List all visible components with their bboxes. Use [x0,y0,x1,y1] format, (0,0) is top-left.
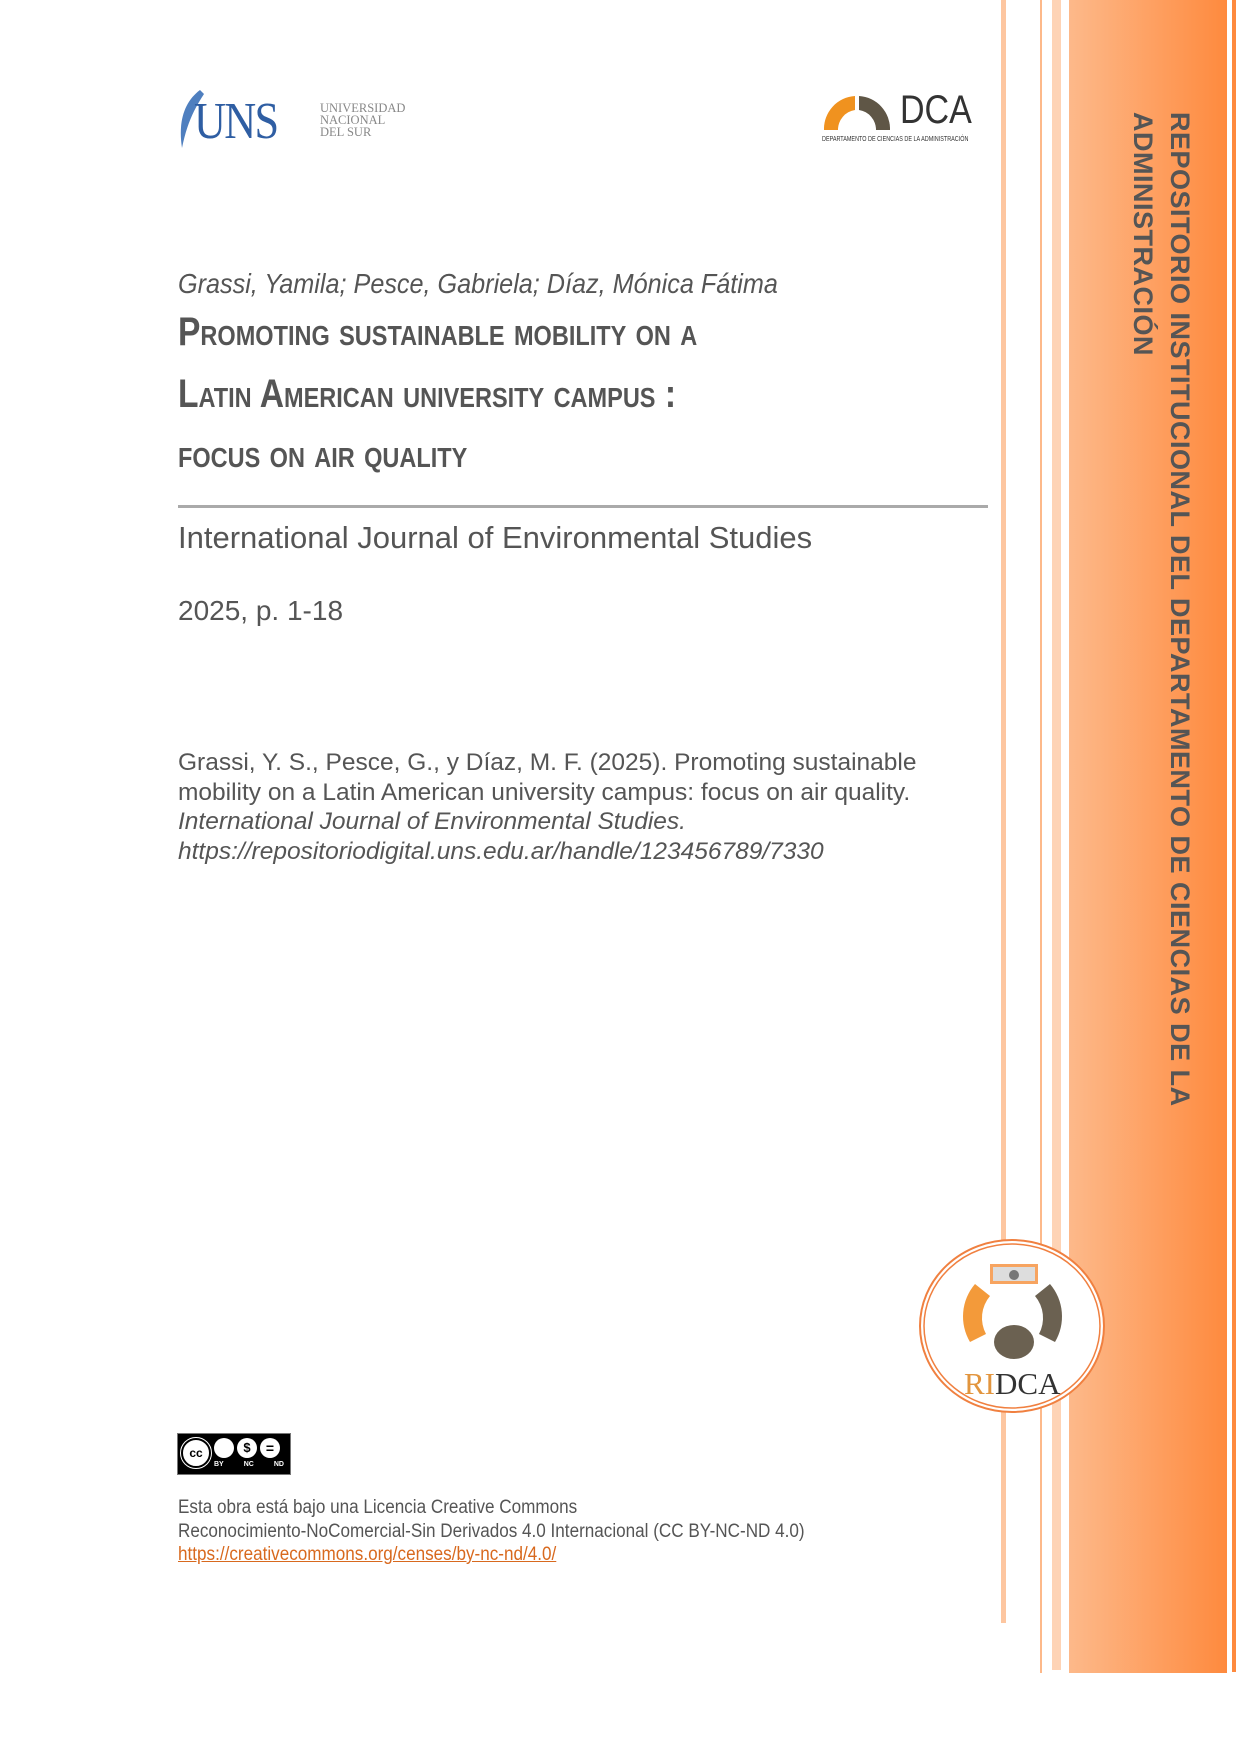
license-line: Reconocimiento-NoComercial-Sin Derivados… [178,1520,805,1542]
citation-line: Grassi, Y. S., Pesce, G., y Díaz, M. F. … [178,749,917,776]
repository-title-line1: REPOSITORIO INSTITUCIONAL DEL DEPARTAMEN… [1165,112,1195,1107]
ridca-logo: RIDCA [918,1238,1106,1414]
decorative-stripe [1040,0,1042,1673]
title-line-2: Latin American university campus : [178,372,677,416]
by-icon [214,1438,234,1458]
license-link[interactable]: https://creativecommons.org/censes/by-nc… [178,1544,557,1565]
badge-label: NC [243,1461,254,1468]
badge-label: BY [214,1461,224,1468]
orange-band [1069,0,1227,1673]
badge-label: ND [273,1461,284,1468]
license-text: Esta obra está bajo una Licencia Creativ… [178,1496,805,1567]
decorative-stripe [1232,0,1236,1672]
decorative-stripe [1052,0,1061,1670]
uns-logo: UNS UNIVERSIDAD NACIONAL DEL SUR [176,88,426,150]
ridca-suffix: DCA [995,1366,1061,1401]
ridca-prefix: RI [964,1366,995,1401]
repository-title-line2: ADMINISTRACIÓN [1128,112,1158,356]
journal-name: International Journal of Environmental S… [178,520,813,555]
cc-license-badge[interactable]: cc $ = BY NC ND [177,1433,291,1475]
cc-icon: cc [180,1437,212,1469]
license-line: Esta obra está bajo una Licencia Creativ… [178,1497,578,1518]
uns-mark: UNS [194,93,279,150]
dca-mark: DCA [900,88,972,132]
uns-line: DEL SUR [320,125,372,139]
ridca-emblem [919,1239,1105,1413]
dca-subtitle: DEPARTAMENTO DE CIENCIAS DE LA ADMINISTR… [822,136,969,143]
decorative-stripe [1001,0,1006,1623]
uns-line: UNIVERSIDAD [320,101,406,115]
title-divider [178,505,988,508]
title-line-3: focus on air quality [178,432,468,476]
feather-icon [180,90,204,148]
uns-line: NACIONAL [320,113,386,127]
dca-arch-icon [823,96,891,130]
dca-logo: DCA DEPARTAMENTO DE CIENCIAS DE LA ADMIN… [820,88,985,148]
citation-journal: International Journal of Environmental S… [178,808,686,835]
citation: Grassi, Y. S., Pesce, G., y Díaz, M. F. … [178,748,1008,866]
citation-line: mobility on a Latin American university … [178,778,911,806]
citation-url[interactable]: https://repositoriodigital.uns.edu.ar/ha… [178,837,824,865]
year-pages: 2025, p. 1-18 [178,595,344,626]
nc-icon: $ [237,1438,257,1458]
title-line-1: Promoting sustainable mobility on a [178,310,698,354]
authors: Grassi, Yamila; Pesce, Gabriela; Díaz, M… [178,268,778,299]
nd-icon: = [260,1438,280,1458]
